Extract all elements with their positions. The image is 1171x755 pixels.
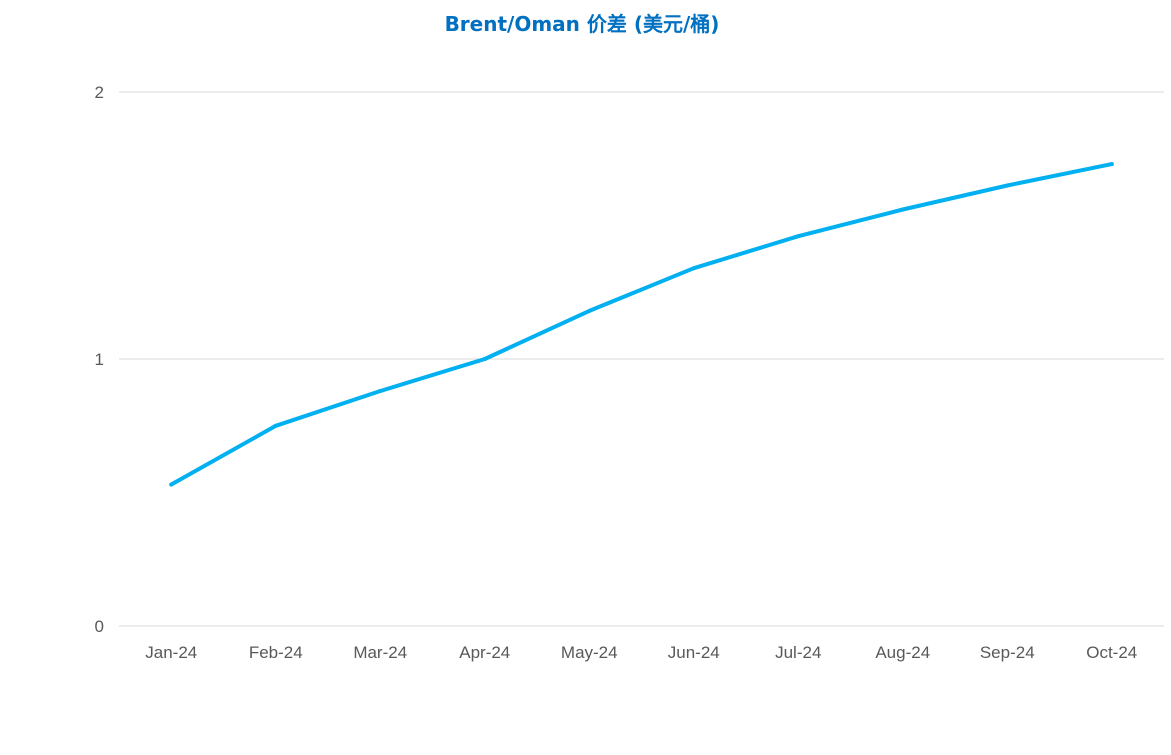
data-point-Jun-24 <box>691 266 696 271</box>
gridlines <box>119 91 1164 627</box>
x-axis-ticks: Jan-24 Feb-24 Mar-24 Apr-24 May-24 Jun-24 Jul-… <box>145 643 1137 662</box>
series-layer <box>169 162 1114 487</box>
x-tick-label: Apr-24 <box>459 643 510 662</box>
data-point-Sep-24 <box>1005 183 1010 188</box>
y-axis-ticks: 0 1 2 <box>95 83 104 636</box>
x-tick-label: May-24 <box>561 643 618 662</box>
y-tick-label: 2 <box>95 83 104 102</box>
data-point-Jan-24 <box>169 482 174 487</box>
data-point-Aug-24 <box>900 207 905 212</box>
data-point-Apr-24 <box>482 357 487 361</box>
data-point-Jul-24 <box>796 234 801 239</box>
series-line <box>169 162 1114 487</box>
x-tick-label: Aug-24 <box>875 643 930 662</box>
data-point-Mar-24 <box>378 389 383 394</box>
data-point-Feb-24 <box>273 423 278 428</box>
data-point-May-24 <box>587 308 592 313</box>
x-tick-label: Jun-24 <box>668 643 720 662</box>
x-tick-label: Jul-24 <box>775 643 821 662</box>
x-tick-label: Sep-24 <box>980 643 1035 662</box>
x-tick-label: Mar-24 <box>353 643 407 662</box>
y-tick-label: 1 <box>95 350 104 369</box>
data-point-Oct-24 <box>1109 162 1114 167</box>
x-tick-label: Oct-24 <box>1086 643 1137 662</box>
x-tick-label: Feb-24 <box>249 643 303 662</box>
x-tick-label: Jan-24 <box>145 643 197 662</box>
y-tick-label: 0 <box>95 617 104 636</box>
chart-title: Brent/Oman 价差 (美元/桶) <box>445 12 720 36</box>
